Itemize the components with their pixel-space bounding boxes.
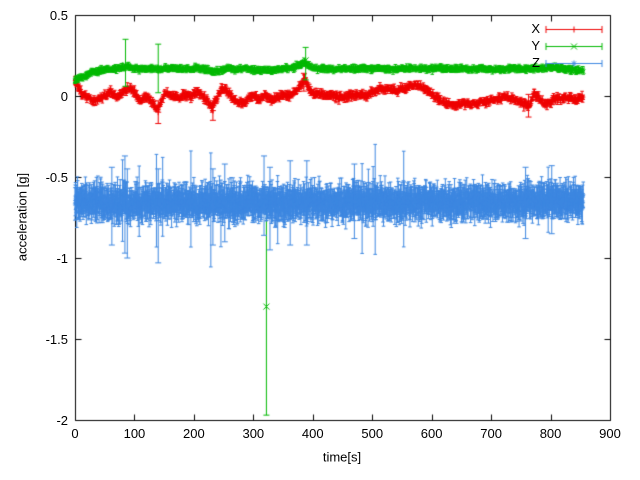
- x-tick: 600: [420, 426, 443, 441]
- legend-label-x: X: [531, 21, 540, 36]
- y-tick: 0: [60, 89, 68, 104]
- y-tick: 0.5: [49, 8, 68, 23]
- legend-label-z: Z: [532, 55, 540, 70]
- legend-label-y: Y: [531, 38, 540, 53]
- x-tick: 0: [71, 426, 79, 441]
- x-tick: 800: [539, 426, 562, 441]
- y-tick: -1: [56, 251, 68, 266]
- x-tick: 500: [361, 426, 384, 441]
- x-tick: 300: [242, 426, 265, 441]
- y-tick: -2: [56, 413, 68, 428]
- x-axis-label: time[s]: [322, 449, 362, 465]
- y-tick: -0.5: [45, 170, 68, 185]
- y-tick: -1.5: [45, 332, 68, 347]
- y-axis-label: acceleration [g]: [14, 172, 30, 262]
- x-tick: 200: [183, 426, 205, 441]
- x-tick: 400: [301, 426, 324, 441]
- x-tick: 100: [123, 426, 146, 441]
- x-tick: 900: [599, 426, 621, 441]
- x-tick: 700: [480, 426, 502, 441]
